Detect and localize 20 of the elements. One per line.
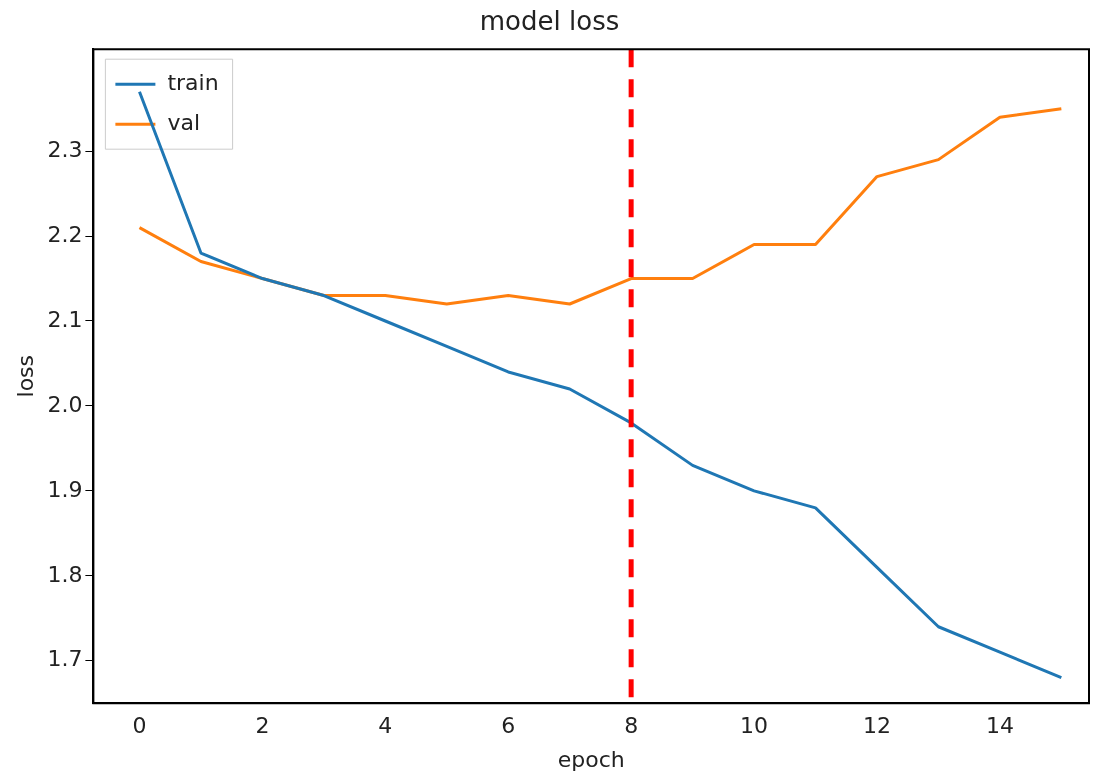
x-tick-label: 10 [740,713,769,739]
y-tick-label: 1.8 [47,561,83,587]
x-tick-label: 12 [862,713,891,739]
y-tick-label: 2.0 [47,391,83,417]
x-tick-label: 2 [255,713,270,739]
y-axis-title: loss [12,354,38,398]
x-tick-label: 0 [132,713,147,739]
x-axis-title: epoch [557,746,625,772]
y-tick-label: 1.9 [47,476,83,502]
x-tick-label: 14 [985,713,1014,739]
y-tick-label: 2.2 [47,221,83,247]
y-tick-label: 1.7 [47,646,83,672]
legend-label: train [167,69,219,95]
x-tick-label: 8 [624,713,639,739]
legend-label: val [167,109,201,135]
chart-title: model loss [479,6,620,37]
x-tick-label: 4 [378,713,393,739]
y-tick-label: 2.3 [47,136,83,162]
x-tick-label: 6 [501,713,516,739]
y-tick-label: 2.1 [47,306,83,332]
